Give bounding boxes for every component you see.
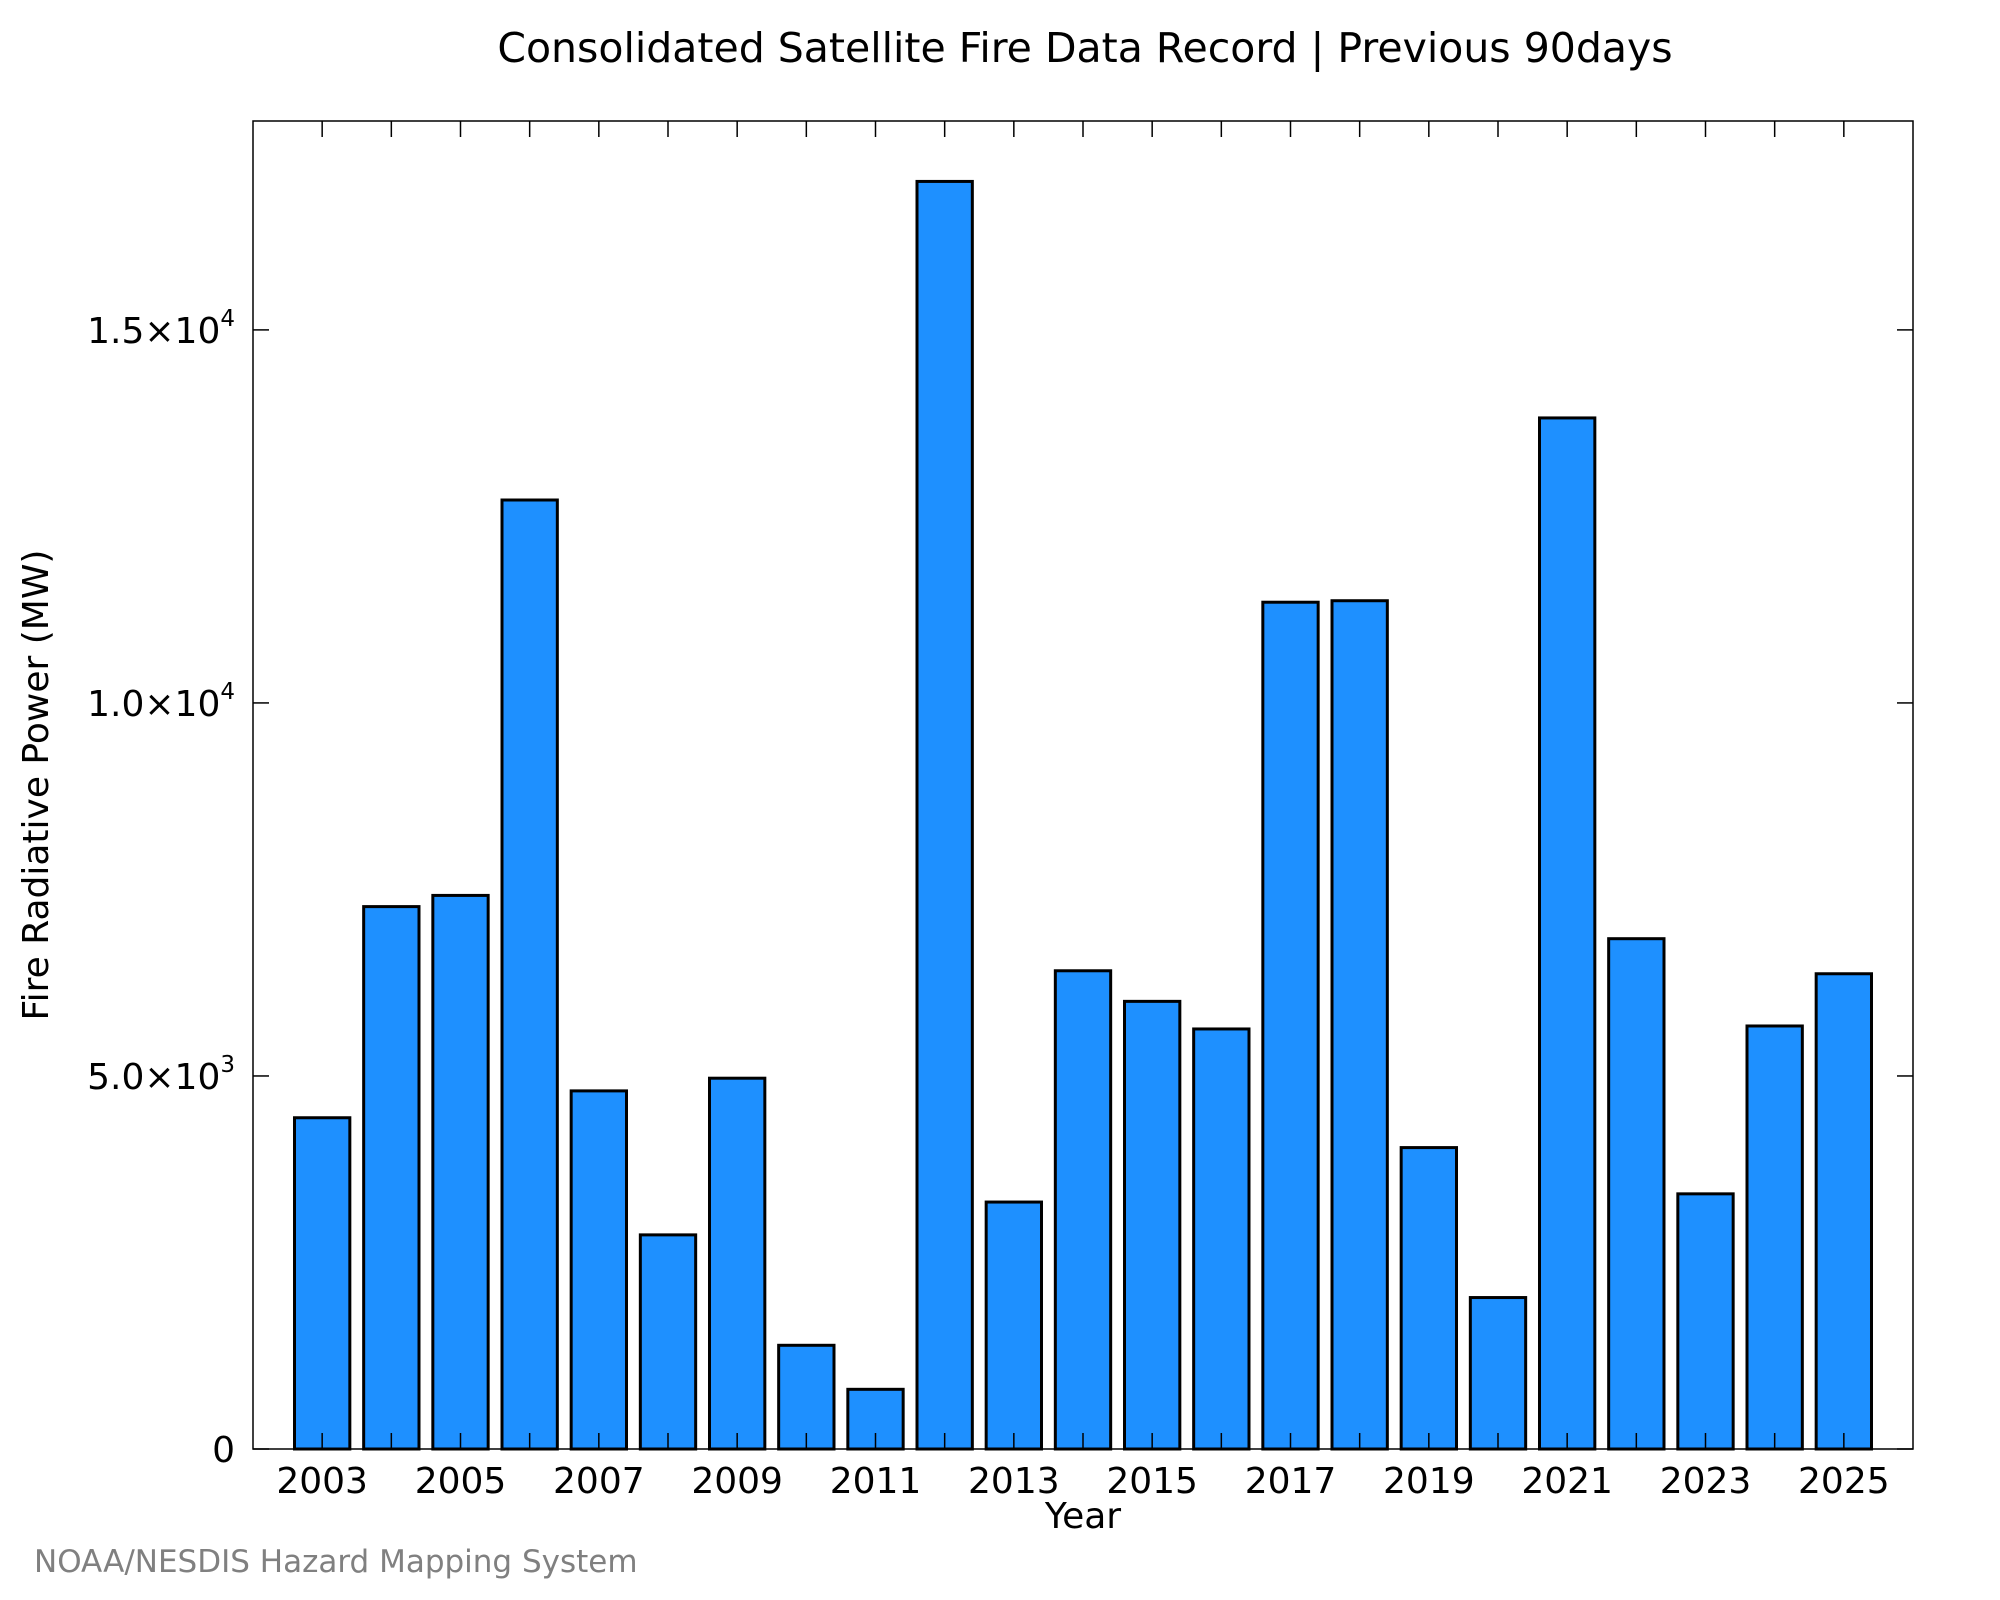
bar-2023	[1676, 1192, 1735, 1451]
bar-2014	[1053, 969, 1113, 1451]
bar-2009	[708, 1076, 767, 1451]
x-tick-label: 2015	[1106, 1461, 1198, 1502]
chart-title: Consolidated Satellite Fire Data Record …	[497, 24, 1672, 72]
bar-2016	[1192, 1027, 1251, 1451]
x-tick-label: 2005	[415, 1461, 507, 1502]
x-tick-labels: 2003 2005 2007 2009 2011 2013 2015 2017 2019 2021…	[276, 1461, 1889, 1502]
bar-2013	[984, 1200, 1044, 1451]
x-tick-label: 2013	[968, 1461, 1060, 1502]
x-tick-label: 2025	[1798, 1461, 1890, 1502]
x-tick-label: 2023	[1660, 1461, 1752, 1502]
x-tick-label: 2011	[830, 1461, 922, 1502]
bar-2006	[500, 498, 559, 1451]
y-tick-labels: 0 5.0×103 1.0×104 1.5×104	[87, 306, 235, 1471]
x-tick-label: 2009	[691, 1461, 783, 1502]
bar-2015	[1123, 999, 1182, 1451]
bar-2022	[1607, 937, 1666, 1451]
y-tick-label: 0	[212, 1430, 235, 1471]
x-tick-label: 2003	[276, 1461, 368, 1502]
y-tick-label: 1.0×104	[87, 679, 235, 725]
bar-2021	[1538, 416, 1597, 1451]
bar-2008	[638, 1233, 698, 1451]
x-tick-label: 2021	[1521, 1461, 1613, 1502]
y-axis-label: Fire Radiative Power (MW)	[16, 550, 57, 1021]
y-tick-label: 5.0×103	[87, 1052, 235, 1098]
x-axis-label: Year	[1044, 1496, 1121, 1537]
bar-2004	[362, 905, 421, 1451]
y-tick-label: 1.5×104	[87, 306, 235, 352]
ticks-group	[253, 121, 1913, 1450]
bar-2018	[1330, 599, 1389, 1451]
bar-2007	[569, 1089, 629, 1451]
bar-2024	[1745, 1024, 1804, 1451]
x-tick-label: 2019	[1383, 1461, 1475, 1502]
x-tick-label: 2007	[553, 1461, 645, 1502]
bar-2019	[1399, 1146, 1458, 1451]
bars-group	[293, 179, 1873, 1451]
bar-2005	[431, 893, 490, 1451]
plot-frame	[252, 120, 1914, 1450]
credit-text: NOAA/NESDIS Hazard Mapping System	[34, 1544, 638, 1580]
bar-2020	[1468, 1296, 1528, 1451]
bar-2012	[915, 179, 974, 1451]
bar-2025	[1814, 972, 1873, 1451]
bar-2003	[293, 1116, 352, 1451]
x-tick-label: 2017	[1245, 1461, 1337, 1502]
bar-2017	[1261, 600, 1320, 1451]
